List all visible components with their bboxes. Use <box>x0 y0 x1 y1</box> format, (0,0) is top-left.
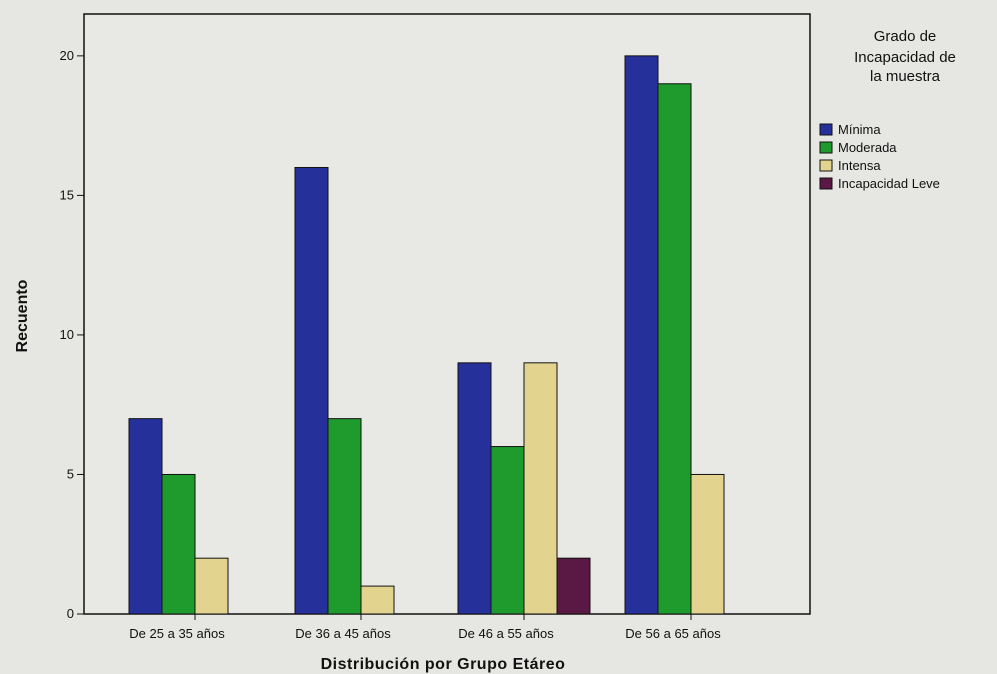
bar <box>556 557 591 615</box>
x-axis: De 25 a 35 años De 36 a 45 años De 46 a 55… <box>129 614 721 641</box>
bars <box>128 55 725 615</box>
x-tick-label: De 36 a 45 años <box>295 626 391 641</box>
bar <box>161 473 196 615</box>
bar <box>194 557 229 615</box>
y-tick-label: 15 <box>60 187 74 202</box>
y-tick-label: 20 <box>60 48 74 63</box>
x-tick-label: De 46 a 55 años <box>458 626 554 641</box>
bar <box>657 83 692 615</box>
legend-label: Moderada <box>838 140 897 155</box>
legend-label: Mínima <box>838 122 881 137</box>
legend-title-line-2: Incapacidad de <box>854 49 956 66</box>
bar <box>624 55 659 615</box>
legend-label: Incapacidad Leve <box>838 176 940 191</box>
legend: Grado de Incapacidad de la muestra Mínim… <box>819 28 956 191</box>
legend-swatch <box>819 123 833 136</box>
legend-title-line-1: Grado de <box>874 28 937 45</box>
bar <box>294 166 329 615</box>
bar <box>327 418 362 615</box>
bar <box>128 418 163 615</box>
bar <box>360 585 395 615</box>
legend-swatch <box>819 159 833 172</box>
x-tick-label: De 25 a 35 años <box>129 626 225 641</box>
bar <box>523 362 558 615</box>
legend-title-line-3: la muestra <box>870 68 941 85</box>
bar <box>457 362 492 615</box>
y-axis: 0 5 10 15 20 <box>60 48 84 621</box>
y-tick-label: 10 <box>60 327 74 342</box>
legend-swatch <box>819 141 833 154</box>
x-tick-label: De 56 a 65 años <box>625 626 721 641</box>
y-tick-label: 0 <box>67 606 74 621</box>
y-tick-label: 5 <box>67 466 74 481</box>
legend-swatch <box>819 177 833 190</box>
legend-label: Intensa <box>838 158 881 173</box>
y-axis-title: Recuento <box>14 279 31 352</box>
bar <box>490 446 525 615</box>
x-axis-title: Distribución por Grupo Etáreo <box>321 656 566 673</box>
bar <box>690 473 725 615</box>
